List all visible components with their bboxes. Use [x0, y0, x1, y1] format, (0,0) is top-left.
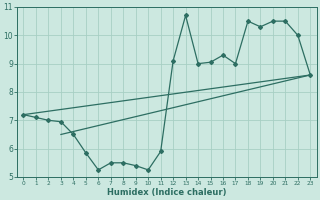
- X-axis label: Humidex (Indice chaleur): Humidex (Indice chaleur): [107, 188, 227, 197]
